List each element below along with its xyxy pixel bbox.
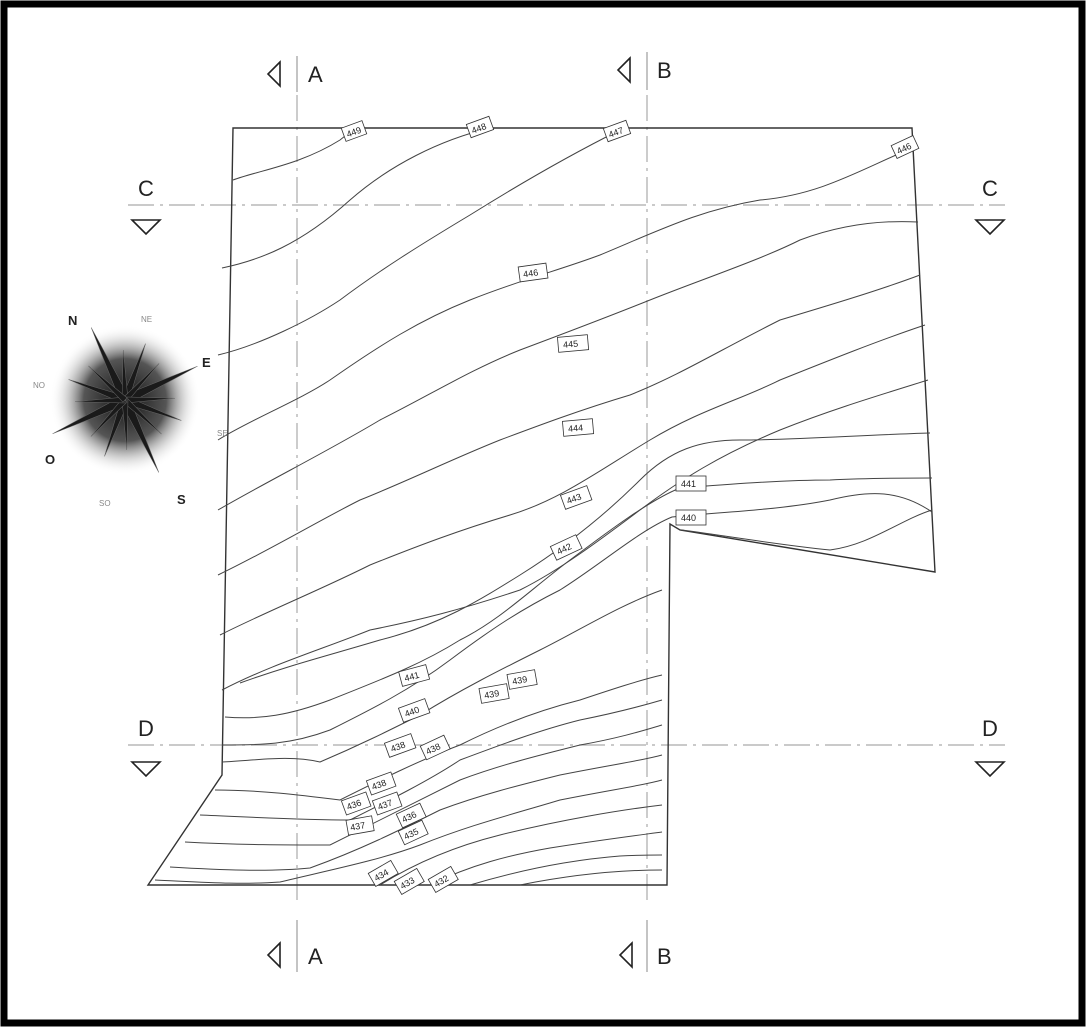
- svg-text:449: 449: [345, 125, 363, 140]
- contour-label: 439: [478, 683, 510, 704]
- contour-label: 435: [397, 819, 429, 846]
- compass-n-label: N: [68, 313, 77, 328]
- contour-line: [219, 324, 926, 636]
- contour-line: [221, 379, 929, 691]
- contour-line: [232, 127, 356, 181]
- section-d-right-label: D: [982, 716, 998, 741]
- contour-line: [217, 147, 913, 441]
- contour-label: 445: [557, 334, 590, 353]
- svg-text:448: 448: [470, 121, 488, 136]
- contour-label: 438: [383, 733, 417, 758]
- svg-text:440: 440: [403, 705, 421, 720]
- compass-se-label: SE: [217, 429, 228, 438]
- compass-o-label: O: [45, 452, 55, 467]
- svg-text:445: 445: [563, 339, 579, 350]
- svg-text:436: 436: [345, 798, 363, 813]
- contour-line: [379, 804, 663, 886]
- compass-so-label: SO: [99, 499, 111, 508]
- contour-line: [221, 127, 491, 269]
- compass-no-label: NO: [33, 381, 45, 390]
- contour-line: [469, 854, 663, 886]
- site-boundary: [146, 127, 936, 886]
- contour-label: 441: [675, 475, 707, 492]
- contour-line: [184, 724, 663, 846]
- section-markers: A B A B C C D D: [130, 52, 1006, 972]
- section-d-left-label: D: [138, 716, 154, 741]
- triangle-down-icon: [130, 219, 162, 236]
- section-c-left-label: C: [138, 176, 154, 201]
- contour-line: [214, 674, 663, 801]
- contour-label: 440: [675, 509, 707, 526]
- contour-label: 436: [340, 791, 372, 816]
- contour-label: 438: [365, 771, 397, 796]
- compass-ne-label: NE: [141, 315, 152, 324]
- contour-line: [217, 129, 621, 356]
- section-b-bottom-label: B: [657, 944, 672, 969]
- triangle-down-icon: [974, 219, 1006, 236]
- contour-label: 446: [517, 262, 549, 283]
- svg-text:446: 446: [523, 267, 539, 279]
- triangle-left-icon: [266, 941, 281, 969]
- contour-line: [221, 493, 933, 746]
- section-b-top-label: B: [657, 58, 672, 83]
- contour-line: [429, 831, 663, 886]
- svg-text:441: 441: [681, 479, 696, 489]
- contour-label: 444: [562, 418, 595, 437]
- contour-label: 440: [397, 698, 431, 723]
- contour-line: [239, 432, 931, 684]
- contour-label: 434: [367, 859, 399, 887]
- svg-text:437: 437: [376, 798, 394, 813]
- contour-label: 447: [602, 119, 632, 143]
- svg-text:438: 438: [389, 740, 407, 755]
- svg-text:439: 439: [483, 688, 500, 700]
- contour-label: 442: [549, 534, 583, 561]
- triangle-left-icon: [266, 60, 281, 88]
- contour-label: 437: [345, 815, 375, 836]
- contour-label: 449: [340, 120, 368, 142]
- contour-label: 438: [419, 734, 451, 761]
- triangle-left-icon: [618, 941, 633, 969]
- contour-lines: [154, 127, 933, 886]
- svg-text:440: 440: [681, 513, 696, 523]
- compass-e-label: E: [202, 355, 211, 370]
- contour-label: 441: [398, 664, 431, 687]
- contour-line: [224, 477, 933, 719]
- contour-line: [154, 779, 663, 884]
- contour-line: [217, 221, 919, 511]
- contour-label: 437: [371, 791, 403, 816]
- section-a-bottom-label: A: [308, 944, 323, 969]
- contour-line: [519, 869, 663, 886]
- contour-label: 448: [465, 115, 495, 139]
- triangle-down-icon: [974, 761, 1006, 778]
- contour-line: [681, 509, 933, 551]
- compass-s-label: S: [177, 492, 186, 507]
- contour-label: 439: [506, 669, 538, 690]
- contour-label: 432: [427, 865, 459, 893]
- contour-labels: 449 448 447 446 446 445 444 443 442 441 …: [340, 115, 920, 895]
- compass-rose-icon: N NE E SE S SO O NO: [33, 313, 228, 508]
- compass-points: [52, 327, 198, 473]
- svg-text:437: 437: [349, 820, 366, 832]
- contour-label: 433: [393, 867, 425, 895]
- contour-line: [169, 754, 663, 871]
- svg-text:444: 444: [568, 423, 584, 434]
- svg-text:438: 438: [370, 778, 388, 793]
- contour-line: [217, 274, 921, 576]
- triangle-down-icon: [130, 761, 162, 778]
- section-c-right-label: C: [982, 176, 998, 201]
- section-lines: [128, 95, 1005, 900]
- contour-label: 446: [890, 135, 920, 159]
- contour-label: 436: [395, 802, 427, 829]
- contour-line: [199, 699, 663, 821]
- svg-text:443: 443: [565, 492, 583, 507]
- contour-label: 443: [559, 485, 593, 510]
- triangle-left-icon: [616, 56, 631, 84]
- svg-text:441: 441: [403, 670, 420, 684]
- svg-text:439: 439: [511, 674, 528, 686]
- section-a-top-label: A: [308, 62, 323, 87]
- svg-text:447: 447: [607, 125, 625, 140]
